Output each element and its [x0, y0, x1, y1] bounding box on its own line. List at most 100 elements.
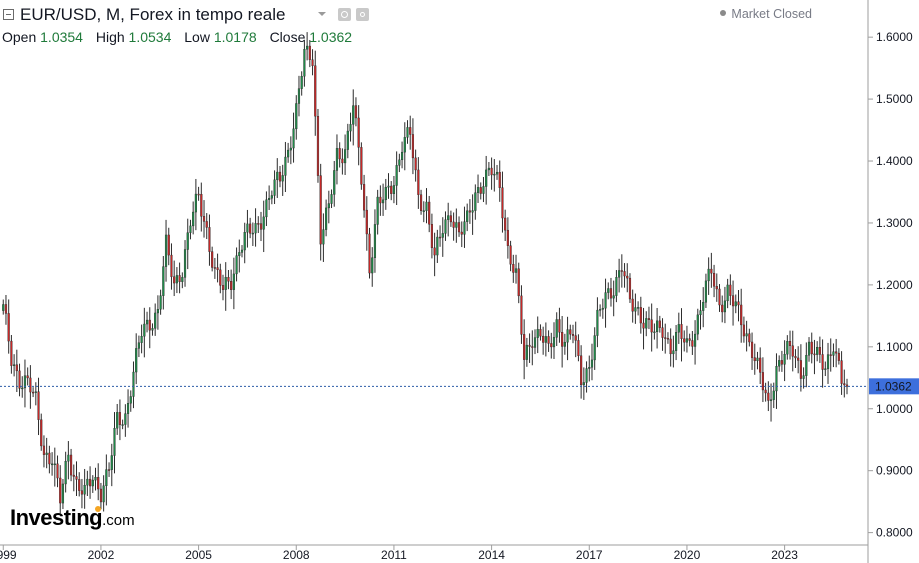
open-label: Open: [2, 29, 37, 45]
candle-down: [438, 236, 442, 239]
time-tick-label: 2011: [381, 548, 407, 562]
candle-up: [769, 399, 773, 401]
candle-down: [479, 187, 482, 194]
candle-down: [29, 377, 32, 393]
candle-up: [403, 137, 406, 153]
candle-up: [281, 175, 284, 182]
candle-up: [775, 365, 778, 392]
candle-up: [392, 185, 396, 194]
candle-down: [840, 360, 843, 384]
candle-down: [531, 346, 534, 348]
candle-down: [219, 269, 222, 286]
last-price-label-bg: [869, 378, 919, 395]
candle-down: [813, 353, 816, 356]
candle-up: [262, 216, 265, 230]
candle-up: [126, 403, 130, 414]
candle-up: [376, 196, 379, 225]
candle-up: [474, 192, 477, 211]
candle-down: [731, 295, 735, 307]
price-axis[interactable]: 0.8000 0.9000 1.0000 1.1000 1.2000 1.3000 1.40…: [868, 30, 913, 540]
last-price-label: 1.0362: [869, 378, 919, 395]
candle-down: [468, 210, 471, 213]
candle-up: [384, 187, 387, 201]
candle-down: [661, 327, 664, 338]
candle-down: [542, 335, 545, 343]
candle-up: [702, 302, 705, 311]
candle-up: [292, 128, 295, 149]
candle-down: [7, 313, 10, 342]
chevron-down-icon[interactable]: [318, 12, 326, 16]
candle-up: [675, 332, 678, 351]
candle-up: [140, 336, 143, 343]
price-tick-label: 1.1000: [876, 340, 913, 354]
candle-up: [588, 367, 591, 369]
visibility-icon[interactable]: [338, 8, 351, 21]
candle-down: [316, 115, 320, 176]
candle-up: [164, 234, 168, 267]
candle-up: [463, 221, 466, 235]
candle-down: [571, 334, 575, 336]
candle-down: [628, 277, 632, 300]
candle-up: [645, 318, 648, 329]
candle-down: [550, 343, 553, 348]
candle-up: [485, 169, 488, 187]
candle-down: [788, 340, 792, 346]
candle-up: [105, 469, 108, 487]
candle-up: [723, 300, 727, 313]
candle-up: [137, 342, 140, 349]
candle-up: [121, 424, 124, 426]
candle-down: [80, 490, 84, 495]
candle-up: [772, 390, 775, 400]
candle-down: [216, 267, 219, 271]
candle-down: [664, 337, 667, 339]
time-tick-label: 2017: [576, 548, 603, 562]
candle-up: [151, 328, 154, 331]
candle-down: [197, 193, 200, 196]
collapse-icon[interactable]: [3, 9, 14, 20]
candle-down: [759, 357, 762, 373]
candle-down: [360, 147, 363, 185]
candle-up: [132, 371, 135, 397]
gear-icon[interactable]: [356, 8, 369, 21]
candle-down: [88, 478, 92, 487]
open-value: 1.0354: [40, 29, 83, 45]
candle-down: [498, 171, 501, 188]
candle-down: [845, 384, 849, 387]
candle-up: [685, 338, 689, 343]
candle-down: [764, 389, 767, 394]
candle-up: [455, 222, 458, 228]
price-tick-label: 1.3000: [876, 216, 913, 230]
candle-up: [238, 252, 241, 256]
candle-down: [18, 370, 21, 389]
candle-down: [428, 201, 431, 225]
candle-up: [807, 341, 811, 356]
candle-up: [422, 210, 425, 212]
candle-down: [561, 332, 564, 347]
candle-up: [45, 452, 48, 455]
candle-down: [308, 45, 311, 60]
candle-up: [94, 477, 97, 481]
candle-up: [525, 344, 528, 360]
candle-up: [544, 336, 547, 343]
candles-layer: [2, 32, 849, 514]
candle-down: [40, 419, 43, 447]
candle-up: [86, 478, 89, 486]
candle-down: [623, 271, 626, 277]
candle-up: [447, 215, 450, 220]
candle-up: [672, 350, 675, 355]
candle-down: [501, 187, 504, 219]
candle-up: [615, 277, 618, 296]
candle-down: [721, 304, 724, 313]
candle-down: [835, 351, 838, 354]
price-tick-label: 1.6000: [876, 30, 913, 44]
market-status-text: Market Closed: [731, 7, 812, 21]
candle-up: [186, 232, 189, 250]
candle-down: [390, 185, 393, 194]
price-tick-label: 0.9000: [876, 464, 913, 478]
candle-down: [230, 281, 233, 290]
candle-down: [452, 221, 455, 228]
symbol-title[interactable]: EUR/USD, M, Forex in tempo reale: [20, 5, 286, 24]
price-tick-label: 1.5000: [876, 92, 913, 106]
time-axis[interactable]: 1999 2002 2005 2008 2011 2014 2017 2020 2023: [0, 545, 798, 562]
